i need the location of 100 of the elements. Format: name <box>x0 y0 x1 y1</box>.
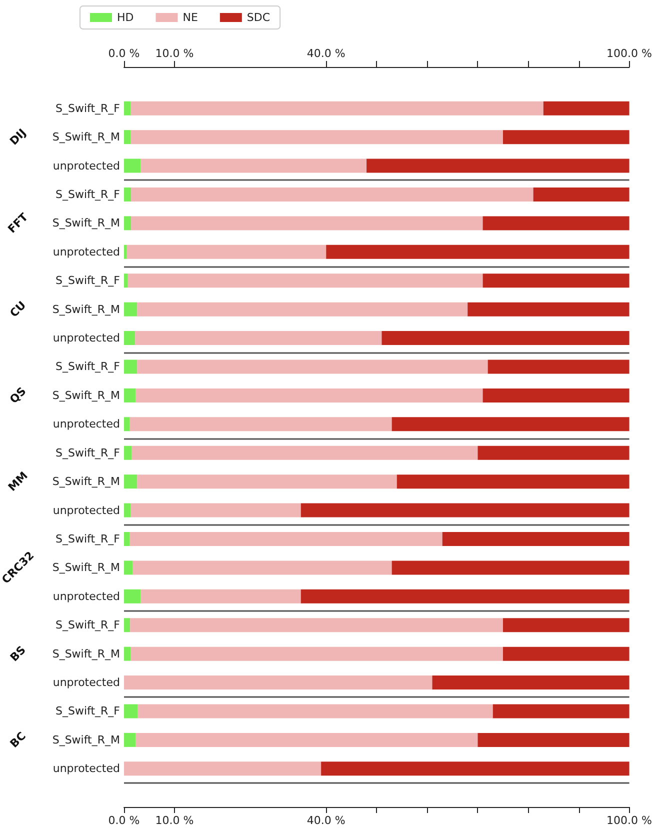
y-tick-label: S_Swift_R_M <box>52 302 120 316</box>
bar <box>482 216 630 230</box>
x-tick-label: 10.0 % <box>155 814 194 827</box>
bar <box>124 360 138 374</box>
y-tick-label: unprotected <box>52 332 120 345</box>
bar <box>140 589 301 604</box>
y-tick-label: unprotected <box>52 676 120 690</box>
text: CU <box>7 298 29 320</box>
bar <box>130 503 301 518</box>
x2-tick-label: 10.0 % <box>155 47 194 60</box>
bar <box>502 646 630 661</box>
bar <box>432 676 630 690</box>
bar <box>478 446 630 460</box>
y-tick-label: unprotected <box>52 590 120 603</box>
bar <box>124 589 141 604</box>
legend-label: HD <box>117 11 134 24</box>
y-tick-label: S_Swift_R_F <box>56 704 120 718</box>
bar <box>543 101 630 116</box>
bar <box>136 732 478 747</box>
bar <box>124 388 136 402</box>
bar <box>392 560 630 575</box>
bar <box>131 187 534 202</box>
y-tick-label: S_Swift_R_M <box>52 216 120 230</box>
y-tick-label: unprotected <box>52 159 120 172</box>
bar <box>137 302 468 316</box>
bar <box>140 158 367 173</box>
x2-tick-label: 40.0 % <box>306 47 346 60</box>
y-tick-label: S_Swift_R_M <box>52 647 120 660</box>
text: BC <box>8 730 28 750</box>
bar <box>124 646 131 661</box>
bar <box>442 532 630 546</box>
x-tick-label: 0.0 % <box>108 814 140 827</box>
bar <box>130 130 503 144</box>
text: MM <box>6 469 30 494</box>
bar <box>135 331 382 346</box>
bar <box>502 130 630 144</box>
bar <box>124 244 127 259</box>
x-tick-label: 40.0 % <box>306 814 346 827</box>
bar <box>136 388 483 402</box>
bar <box>482 274 630 288</box>
bar <box>126 244 326 259</box>
bar <box>124 216 132 230</box>
bar <box>128 274 483 288</box>
bar <box>130 618 503 632</box>
bar <box>124 503 131 518</box>
x2-tick-label: 100.0 % <box>606 47 652 60</box>
bar <box>138 704 493 718</box>
bar <box>124 158 141 173</box>
bar <box>124 130 131 144</box>
y-tick-label: S_Swift_R_F <box>56 188 120 201</box>
bar <box>130 417 392 432</box>
y-tick-label: S_Swift_R_M <box>52 733 120 746</box>
bar <box>502 618 630 632</box>
bar <box>124 417 130 432</box>
y-tick-label: S_Swift_R_F <box>56 102 120 115</box>
x-tick-label: 100.0 % <box>606 814 652 827</box>
bar <box>488 360 630 374</box>
bar <box>468 302 630 316</box>
bar <box>321 762 630 776</box>
bar <box>130 532 442 546</box>
bar <box>137 474 397 489</box>
legend-label: NE <box>182 11 198 24</box>
y-tick-label: S_Swift_R_F <box>56 618 120 632</box>
bar <box>366 158 630 173</box>
bar <box>124 676 432 690</box>
bar <box>130 646 503 661</box>
bar <box>132 560 392 575</box>
y-tick-label: unprotected <box>52 504 120 517</box>
y-tick-label: S_Swift_R_F <box>56 360 120 374</box>
bar <box>130 101 544 116</box>
bar <box>124 446 132 460</box>
bar <box>124 532 130 546</box>
bar <box>482 388 630 402</box>
y-tick-label: S_Swift_R_M <box>52 561 120 574</box>
bar <box>124 704 138 718</box>
bar <box>382 331 630 346</box>
bar <box>392 417 630 432</box>
x2-tick-label: 0.0 % <box>108 47 140 60</box>
y-tick-label: S_Swift_R_M <box>52 388 120 402</box>
y-tick-label: S_Swift_R_F <box>56 446 120 460</box>
bar <box>131 216 483 230</box>
bar <box>300 589 630 604</box>
bar <box>326 244 630 259</box>
text: DIJ <box>7 126 29 148</box>
bar <box>396 474 630 489</box>
legend-label: SDC <box>246 11 270 24</box>
bar <box>124 331 136 346</box>
bar <box>124 618 130 632</box>
bar <box>492 704 630 718</box>
bar <box>124 274 128 288</box>
text: BS <box>8 643 28 664</box>
bar <box>124 187 132 202</box>
bar <box>124 302 138 316</box>
y-tick-label: S_Swift_R_F <box>56 274 120 288</box>
y-tick-label: unprotected <box>52 245 120 258</box>
y-tick-label: S_Swift_R_M <box>52 130 120 144</box>
y-tick-label: S_Swift_R_M <box>52 475 120 488</box>
bar <box>132 446 478 460</box>
bar <box>137 360 488 374</box>
y-tick-label: unprotected <box>52 418 120 431</box>
